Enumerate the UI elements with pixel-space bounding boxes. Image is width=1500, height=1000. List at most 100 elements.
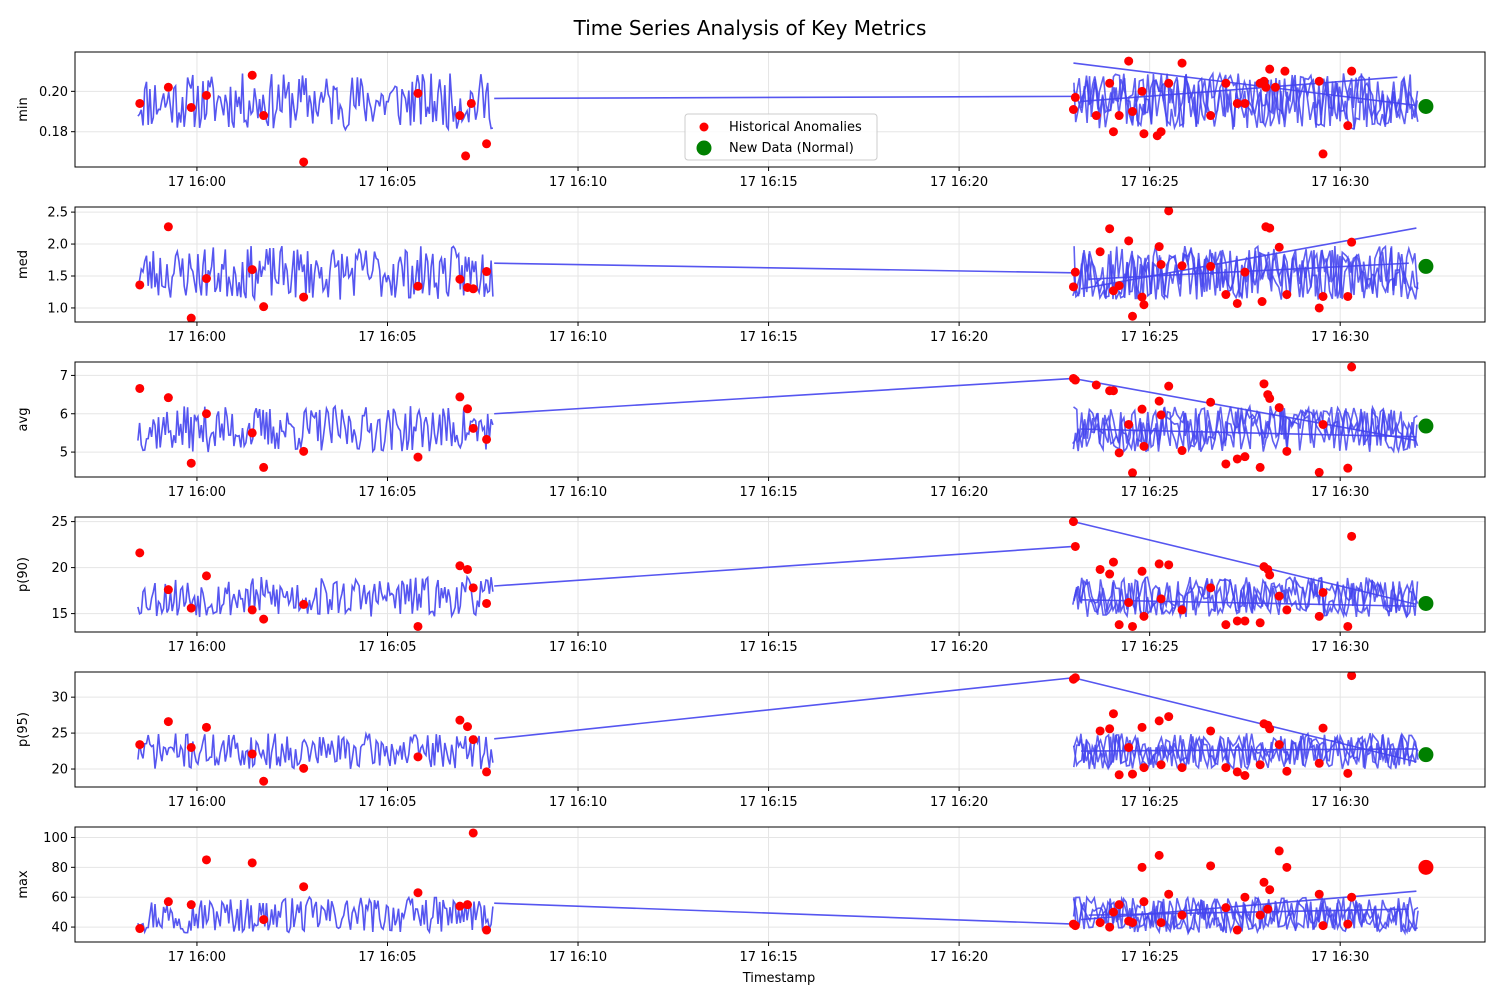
anomaly-point: [1124, 236, 1134, 246]
y-axis-label: med: [16, 250, 31, 279]
anomaly-point: [1314, 467, 1324, 477]
anomaly-point: [299, 882, 309, 892]
anomaly-point: [186, 458, 196, 468]
anomaly-point: [259, 302, 269, 312]
series-bridge-line: [494, 95, 1074, 100]
anomaly-point: [1124, 419, 1134, 429]
anomaly-point: [1261, 82, 1271, 92]
anomaly-point: [1070, 921, 1080, 931]
anomaly-point: [1282, 605, 1292, 615]
x-tick-label: 17 16:30: [1311, 950, 1369, 965]
legend-label-anomalies: Historical Anomalies: [729, 120, 862, 135]
y-tick-label: 6: [60, 407, 68, 422]
anomaly-point: [1156, 127, 1166, 137]
series-area: [135, 828, 1419, 936]
y-tick-label: 0.18: [39, 125, 68, 140]
anomaly-point: [1156, 918, 1166, 928]
anomaly-point: [1095, 726, 1105, 736]
anomaly-point: [201, 722, 211, 732]
anomaly-point: [1128, 311, 1137, 321]
series-long-segment: [1080, 76, 1398, 103]
x-tick-label: 17 16:00: [168, 175, 226, 190]
series-line-historical: [137, 245, 494, 302]
anomaly-point: [1177, 910, 1187, 920]
anomaly-point: [1221, 290, 1231, 300]
panel-p90: 17 16:00 17 16:05 17 16:10 17 16:15 17 16:20…: [16, 515, 1486, 655]
y-tick-label: 15: [51, 607, 68, 622]
series-long-segment: [1088, 908, 1409, 916]
legend-label-new: New Data (Normal): [729, 141, 854, 156]
anomaly-point: [201, 274, 211, 284]
anomaly-point: [201, 90, 211, 100]
legend: Historical Anomalies New Data (Normal): [684, 113, 878, 161]
series-line-recent: [1073, 576, 1418, 618]
series-long-segment: [1081, 748, 1417, 752]
anomaly-point: [1108, 907, 1118, 917]
anomaly-point: [1265, 885, 1275, 895]
anomaly-point: [1206, 397, 1216, 407]
anomaly-point: [1156, 260, 1166, 269]
anomaly-point: [1070, 267, 1080, 277]
anomaly-point: [1177, 446, 1187, 456]
anomaly-point: [1137, 86, 1147, 96]
anomaly-point: [135, 383, 145, 393]
x-tick-label: 17 16:30: [1311, 330, 1369, 345]
x-tick-label: 17 16:20: [930, 795, 988, 810]
anomaly-point: [163, 82, 173, 92]
series-long-segment: [1081, 599, 1417, 608]
anomaly-point: [1108, 127, 1118, 137]
series-area: [135, 517, 1419, 631]
anomaly-point: [1265, 223, 1275, 233]
panel-avg: 17 16:00 17 16:05 17 16:10 17 16:15 17 16:20…: [16, 361, 1486, 500]
series-long-segment: [1073, 62, 1417, 107]
x-tick-label: 17 16:25: [1121, 485, 1179, 500]
anomaly-point: [1068, 105, 1078, 114]
anomaly-point: [1221, 620, 1231, 630]
anomaly-point: [1105, 922, 1115, 932]
anomaly-point: [1164, 381, 1174, 391]
y-axis-label: p(90): [16, 557, 31, 592]
y-axis-label: min: [16, 97, 31, 122]
anomaly-point: [1139, 763, 1149, 773]
panel-min: 17 16:00 17 16:05 17 16:10 17 16:15 17 16:20…: [16, 51, 1486, 190]
anomaly-point: [201, 571, 211, 581]
y-tick-label: 7: [60, 369, 68, 384]
y-tick-label: 40: [51, 921, 68, 936]
anomaly-point: [482, 267, 492, 277]
anomaly-point: [259, 915, 269, 925]
anomaly-point: [1070, 673, 1080, 683]
anomaly-point: [1282, 446, 1292, 456]
anomaly-point: [1095, 918, 1105, 928]
anomaly-point: [163, 393, 173, 403]
anomaly-point: [482, 925, 492, 935]
x-tick-label: 17 16:05: [358, 795, 416, 810]
series-line-historical: [137, 574, 494, 619]
anomaly-point: [413, 888, 423, 898]
anomaly-point: [186, 742, 196, 752]
anomaly-point: [1128, 107, 1137, 117]
x-tick-label: 17 16:05: [358, 485, 416, 500]
x-tick-label: 17 16:25: [1121, 795, 1179, 810]
anomaly-point: [455, 901, 465, 911]
anomaly-point: [1137, 722, 1147, 732]
y-tick-label: 80: [51, 861, 68, 876]
anomaly-point: [1137, 292, 1147, 302]
y-tick-label: 25: [51, 515, 68, 530]
x-tick-label: 17 16:20: [930, 640, 988, 655]
anomaly-point: [1164, 712, 1174, 722]
anomaly-point: [1068, 517, 1078, 527]
anomaly-point: [1139, 897, 1149, 907]
anomaly-point: [463, 722, 473, 732]
anomaly-point: [1347, 672, 1357, 681]
axes-frame: [74, 361, 1486, 478]
new-data-point: [1418, 859, 1434, 875]
anomaly-point: [1114, 900, 1124, 910]
anomaly-point: [1156, 594, 1166, 604]
anomaly-point: [186, 603, 196, 613]
anomaly-point: [413, 452, 423, 462]
anomaly-point: [1232, 925, 1242, 935]
anomaly-point: [1314, 758, 1324, 768]
x-tick-label: 17 16:30: [1311, 640, 1369, 655]
anomaly-point: [1347, 362, 1357, 372]
